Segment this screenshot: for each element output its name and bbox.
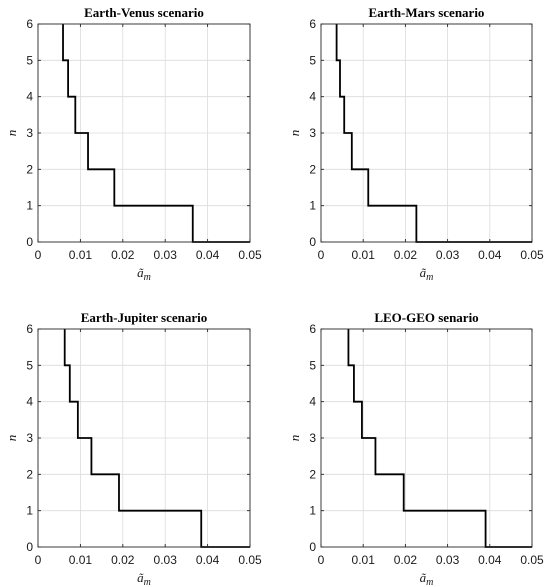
x-tick-label: 0.01 [352, 248, 376, 262]
y-tick-label: 1 [26, 199, 33, 213]
x-tick-label: 0.04 [196, 248, 220, 262]
x-tick-label: 0.04 [196, 553, 220, 567]
x-tick-label: 0 [35, 248, 42, 262]
series-line-1 [62, 24, 250, 243]
chart-panel-1: 0 0.01 0.02 0.03 0.04 0.05 0 1 2 3 4 5 6 Earth-Venus … [4, 5, 262, 283]
x-tick-label: 0.03 [154, 248, 178, 262]
series-line-1 [63, 329, 250, 548]
y-axis-label: n [4, 130, 19, 137]
y-tick-label: 3 [26, 126, 33, 140]
x-tick-label: 0.05 [238, 248, 262, 262]
y-tick-label: 5 [309, 358, 316, 372]
y-axis-label: n [287, 130, 302, 137]
x-tick-label: 0.01 [352, 553, 376, 567]
x-tick-label: 0.05 [520, 248, 544, 262]
x-tick-label: 0.02 [394, 553, 418, 567]
chart-panel-4: 0 0.01 0.02 0.03 0.04 0.05 0 1 2 3 4 5 6 LEO-GEO sena… [287, 310, 544, 587]
x-tick-label: 0.03 [436, 553, 460, 567]
y-tick-label: 5 [26, 53, 33, 67]
x-tick-label: 0.03 [436, 248, 460, 262]
y-tick-label: 0 [309, 235, 316, 249]
chart-title: Earth-Venus scenario [84, 5, 204, 20]
y-tick-label: 4 [26, 90, 33, 104]
y-tick-label: 1 [26, 504, 33, 518]
chart-title: Earth-Jupiter scenario [81, 310, 208, 325]
y-tick-label: 6 [309, 17, 316, 31]
y-tick-label: 6 [309, 322, 316, 336]
y-tick-label: 0 [26, 540, 33, 554]
y-tick-label: 3 [309, 431, 316, 445]
x-tick-label: 0.02 [111, 248, 135, 262]
x-tick-label: 0.04 [478, 553, 502, 567]
x-tick-label: 0.05 [520, 553, 544, 567]
y-axis-label: n [4, 435, 19, 442]
y-tick-label: 3 [26, 431, 33, 445]
y-tick-label: 2 [26, 467, 33, 481]
y-tick-label: 2 [26, 162, 33, 176]
y-tick-label: 6 [26, 322, 33, 336]
x-tick-label: 0 [35, 553, 42, 567]
x-tick-label: 0.01 [69, 553, 93, 567]
x-tick-label: 0 [318, 553, 325, 567]
y-tick-label: 4 [309, 90, 316, 104]
y-tick-label: 2 [309, 162, 316, 176]
y-tick-label: 4 [26, 395, 33, 409]
series-line-1 [347, 329, 532, 548]
x-tick-label: 0.05 [238, 553, 262, 567]
y-tick-label: 1 [309, 504, 316, 518]
y-tick-label: 5 [26, 358, 33, 372]
y-tick-label: 1 [309, 199, 316, 213]
x-tick-label: 0.02 [394, 248, 418, 262]
y-tick-label: 0 [26, 235, 33, 249]
y-axis-label: n [287, 435, 302, 442]
chart-title: LEO-GEO senario [374, 310, 478, 325]
chart-panel-2: 0 0.01 0.02 0.03 0.04 0.05 0 1 2 3 4 5 6 Earth-Mars s… [287, 5, 544, 283]
y-tick-label: 6 [26, 17, 33, 31]
chart-panel-3: 0 0.01 0.02 0.03 0.04 0.05 0 1 2 3 4 5 6 Earth-Jupite… [4, 310, 262, 587]
y-tick-label: 0 [309, 540, 316, 554]
x-tick-label: 0.04 [478, 248, 502, 262]
y-tick-label: 5 [309, 53, 316, 67]
y-tick-label: 3 [309, 126, 316, 140]
x-axis-label: ãm [420, 570, 434, 587]
chart-title: Earth-Mars scenario [369, 5, 485, 20]
x-axis-label: ãm [137, 265, 151, 283]
x-tick-label: 0.03 [154, 553, 178, 567]
x-tick-label: 0.01 [69, 248, 93, 262]
y-tick-label: 4 [309, 395, 316, 409]
x-axis-label: ãm [137, 570, 151, 587]
series-line-1 [335, 24, 532, 243]
x-tick-label: 0 [318, 248, 325, 262]
y-tick-label: 2 [309, 467, 316, 481]
x-axis-label: ãm [420, 265, 434, 283]
x-tick-label: 0.02 [111, 553, 135, 567]
